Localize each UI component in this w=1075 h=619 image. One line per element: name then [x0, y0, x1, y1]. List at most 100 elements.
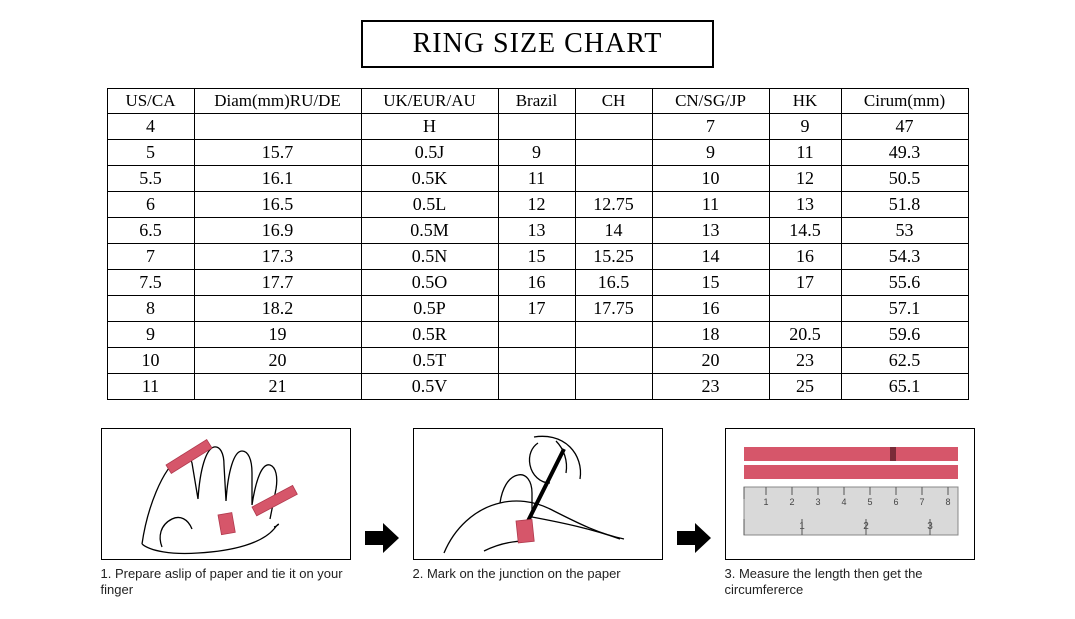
table-cell: 11 [652, 192, 769, 218]
step-3-caption: 3. Measure the length then get the circu… [725, 566, 975, 599]
column-header: Brazil [498, 89, 575, 114]
table-cell: 19 [194, 322, 361, 348]
table-cell: 17.3 [194, 244, 361, 270]
table-row: 11210.5V232565.1 [107, 374, 968, 400]
table-cell: 0.5P [361, 296, 498, 322]
column-header: Cirum(mm) [841, 89, 968, 114]
table-cell: 0.5R [361, 322, 498, 348]
column-header: CN/SG/JP [652, 89, 769, 114]
table-cell: 13 [652, 218, 769, 244]
table-cell: 16.5 [194, 192, 361, 218]
column-header: US/CA [107, 89, 194, 114]
table-cell: 9 [652, 140, 769, 166]
step-1: 1. Prepare aslip of paper and tie it on … [101, 428, 351, 599]
table-cell: 62.5 [841, 348, 968, 374]
svg-text:6: 6 [893, 497, 898, 507]
table-cell: 25 [769, 374, 841, 400]
table-cell: 0.5L [361, 192, 498, 218]
table-cell: 16 [652, 296, 769, 322]
table-cell: 10 [652, 166, 769, 192]
table-cell: 17 [498, 296, 575, 322]
table-cell: 47 [841, 114, 968, 140]
table-cell: 0.5K [361, 166, 498, 192]
step-3-illustration: 1 2 3 4 5 6 7 8 1 2 3 [725, 428, 975, 560]
table-cell [575, 322, 652, 348]
table-cell: 65.1 [841, 374, 968, 400]
table-cell: 15 [498, 244, 575, 270]
table-cell: 23 [769, 348, 841, 374]
table-row: 818.20.5P1717.7516 57.1 [107, 296, 968, 322]
table-row: 7.517.70.5O1616.5151755.6 [107, 270, 968, 296]
table-cell: 57.1 [841, 296, 968, 322]
step-2-caption: 2. Mark on the junction on the paper [413, 566, 663, 582]
table-cell: 23 [652, 374, 769, 400]
table-cell: 17 [769, 270, 841, 296]
table-cell: 6 [107, 192, 194, 218]
table-cell [498, 374, 575, 400]
step-2: 2. Mark on the junction on the paper [413, 428, 663, 582]
table-cell [575, 114, 652, 140]
table-cell [769, 296, 841, 322]
table-cell: 21 [194, 374, 361, 400]
step-1-illustration [101, 428, 351, 560]
table-cell: 16 [769, 244, 841, 270]
table-cell: 0.5J [361, 140, 498, 166]
table-cell: 7 [652, 114, 769, 140]
table-cell: 53 [841, 218, 968, 244]
table-cell: 16 [498, 270, 575, 296]
table-cell: 54.3 [841, 244, 968, 270]
table-cell [575, 140, 652, 166]
table-cell: 16.5 [575, 270, 652, 296]
table-cell: 15 [652, 270, 769, 296]
table-cell: 9 [769, 114, 841, 140]
table-cell: 17.75 [575, 296, 652, 322]
svg-text:5: 5 [867, 497, 872, 507]
table-cell: 11 [107, 374, 194, 400]
table-cell: 7.5 [107, 270, 194, 296]
table-cell: 10 [107, 348, 194, 374]
table-row: 4 H 7947 [107, 114, 968, 140]
table-cell [194, 114, 361, 140]
column-header: HK [769, 89, 841, 114]
table-cell: 51.8 [841, 192, 968, 218]
step-1-caption: 1. Prepare aslip of paper and tie it on … [101, 566, 351, 599]
table-row: 717.30.5N1515.25141654.3 [107, 244, 968, 270]
table-cell: 50.5 [841, 166, 968, 192]
table-cell [498, 348, 575, 374]
table-cell [575, 166, 652, 192]
table-cell [498, 322, 575, 348]
table-cell: 4 [107, 114, 194, 140]
table-row: 10200.5T202362.5 [107, 348, 968, 374]
svg-text:8: 8 [945, 497, 950, 507]
table-cell: 49.3 [841, 140, 968, 166]
table-cell: 7 [107, 244, 194, 270]
table-cell: 18.2 [194, 296, 361, 322]
svg-text:2: 2 [789, 497, 794, 507]
table-cell: 0.5T [361, 348, 498, 374]
table-cell: 12.75 [575, 192, 652, 218]
table-cell: H [361, 114, 498, 140]
table-cell: 14 [575, 218, 652, 244]
chart-title: RING SIZE CHART [361, 20, 715, 68]
table-cell: 11 [769, 140, 841, 166]
column-header: UK/EUR/AU [361, 89, 498, 114]
arrow-icon [677, 523, 711, 553]
svg-text:7: 7 [919, 497, 924, 507]
table-cell: 0.5O [361, 270, 498, 296]
table-row: 616.50.5L1212.75111351.8 [107, 192, 968, 218]
table-cell: 20.5 [769, 322, 841, 348]
table-cell: 12 [498, 192, 575, 218]
svg-text:1: 1 [763, 497, 768, 507]
table-row: 6.516.90.5M13141314.553 [107, 218, 968, 244]
table-cell: 13 [769, 192, 841, 218]
table-cell [575, 348, 652, 374]
table-cell: 17.7 [194, 270, 361, 296]
column-header: CH [575, 89, 652, 114]
table-cell: 13 [498, 218, 575, 244]
table-cell: 9 [107, 322, 194, 348]
table-row: 5.516.10.5K11101250.5 [107, 166, 968, 192]
table-cell: 8 [107, 296, 194, 322]
step-3: 1 2 3 4 5 6 7 8 1 2 3 [725, 428, 975, 599]
table-cell: 59.6 [841, 322, 968, 348]
table-cell: 18 [652, 322, 769, 348]
